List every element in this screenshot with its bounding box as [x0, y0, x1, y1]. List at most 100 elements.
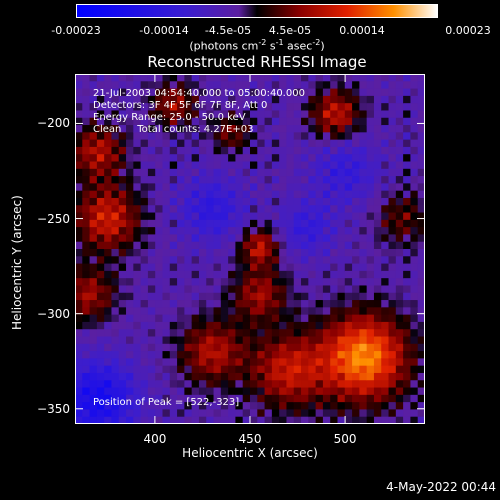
- heatmap-cell: [301, 146, 309, 155]
- heatmap-cell: [264, 234, 273, 243]
- heatmap-cell: [250, 183, 258, 192]
- heatmap-cell: [322, 329, 331, 338]
- heatmap-cell: [395, 278, 404, 287]
- heatmap-cell: [308, 183, 317, 192]
- heatmap-cell: [344, 197, 353, 206]
- heatmap-cell: [286, 307, 295, 316]
- heatmap-cell: [198, 132, 207, 141]
- heatmap-cell: [264, 95, 273, 104]
- heatmap-cell: [96, 161, 105, 170]
- heatmap-cell: [410, 249, 419, 257]
- heatmap-cell: [162, 103, 171, 112]
- heatmap-cell: [177, 88, 185, 97]
- heatmap-cell: [206, 227, 215, 236]
- heatmap-cell: [352, 351, 360, 359]
- heatmap-cell: [104, 329, 113, 338]
- heatmap-cell: [213, 103, 222, 112]
- heatmap-cell: [337, 351, 346, 359]
- heatmap-cell: [293, 190, 302, 199]
- heatmap-cell: [126, 351, 134, 359]
- heatmap-cell: [271, 168, 280, 177]
- heatmap-cell: [220, 205, 229, 214]
- heatmap-cell: [213, 409, 222, 418]
- heatmap-cell: [410, 394, 419, 403]
- heatmap-cell: [89, 227, 98, 236]
- heatmap-cell: [118, 161, 127, 170]
- heatmap-cell: [75, 278, 83, 287]
- heatmap-cell: [75, 263, 83, 272]
- heatmap-cell: [410, 358, 419, 367]
- heatmap-cell: [228, 365, 237, 374]
- heatmap-cell: [410, 329, 419, 338]
- heatmap-cell: [403, 117, 412, 126]
- heatmap-cell: [293, 321, 302, 330]
- heatmap-cell: [337, 314, 346, 323]
- heatmap-cell: [388, 416, 397, 424]
- heatmap-cell: [126, 292, 134, 301]
- heatmap-cell: [191, 183, 200, 192]
- heatmap-cell: [322, 103, 331, 112]
- heatmap-cell: [82, 161, 91, 170]
- heatmap-cell: [388, 351, 397, 359]
- heatmap-cell: [337, 146, 346, 155]
- heatmap-cell: [395, 197, 404, 206]
- heatmap-cell: [279, 292, 288, 301]
- heatmap-cell: [133, 372, 142, 381]
- heatmap-cell: [366, 394, 375, 403]
- heatmap-cell: [279, 110, 288, 119]
- heatmap-cell: [104, 234, 113, 243]
- heatmap-cell: [330, 270, 339, 279]
- heatmap-cell: [118, 270, 127, 279]
- heatmap-cell: [111, 132, 120, 141]
- heatmap-cell: [213, 197, 222, 206]
- heatmap-cell: [403, 314, 412, 323]
- heatmap-cell: [330, 227, 339, 236]
- heatmap-cell: [352, 88, 360, 97]
- heatmap-cell: [118, 343, 127, 352]
- heatmap-cell: [228, 139, 237, 148]
- heatmap-cell: [155, 387, 164, 396]
- heatmap-cell: [286, 365, 295, 374]
- heatmap-cell: [388, 154, 397, 163]
- heatmap-cell: [271, 307, 280, 316]
- heatmap-cell: [235, 74, 244, 82]
- heatmap-cell: [301, 234, 309, 243]
- heatmap-cell: [264, 154, 273, 163]
- heatmap-cell: [381, 409, 390, 418]
- heatmap-cell: [301, 103, 309, 112]
- heatmap-cell: [220, 146, 229, 155]
- heatmap-cell: [213, 74, 222, 82]
- heatmap-cell: [206, 183, 215, 192]
- heatmap-cell: [133, 380, 142, 389]
- heatmap-cell: [395, 161, 404, 170]
- heatmap-cell: [403, 387, 412, 396]
- heatmap-cell: [242, 321, 251, 330]
- heatmap-cell: [220, 241, 229, 250]
- heatmap-cell: [337, 219, 346, 228]
- heatmap-cell: [264, 314, 273, 323]
- heatmap-cell: [308, 117, 317, 126]
- heatmap-cell: [257, 241, 266, 250]
- heatmap-cell: [257, 249, 266, 257]
- heatmap-cell: [308, 88, 317, 97]
- heatmap-cell: [133, 285, 142, 294]
- heatmap-cell: [162, 161, 171, 170]
- heatmap-cell: [330, 343, 339, 352]
- heatmap-cell: [250, 402, 258, 411]
- heatmap-cell: [147, 365, 156, 374]
- heatmap-cell: [264, 132, 273, 141]
- heatmap-cell: [286, 416, 295, 424]
- heatmap-cell: [104, 394, 113, 403]
- heatmap-cell: [147, 300, 156, 308]
- heatmap-cell: [162, 88, 171, 97]
- heatmap-cell: [118, 285, 127, 294]
- heatmap-cell: [403, 74, 412, 82]
- heatmap-cell: [235, 343, 244, 352]
- heatmap-cell: [118, 95, 127, 104]
- heatmap-cell: [228, 394, 237, 403]
- heatmap-cell: [184, 387, 193, 396]
- heatmap-cell: [410, 103, 419, 112]
- heatmap-cell: [162, 154, 171, 163]
- heatmap-cell: [147, 219, 156, 228]
- heatmap-cell: [417, 103, 425, 112]
